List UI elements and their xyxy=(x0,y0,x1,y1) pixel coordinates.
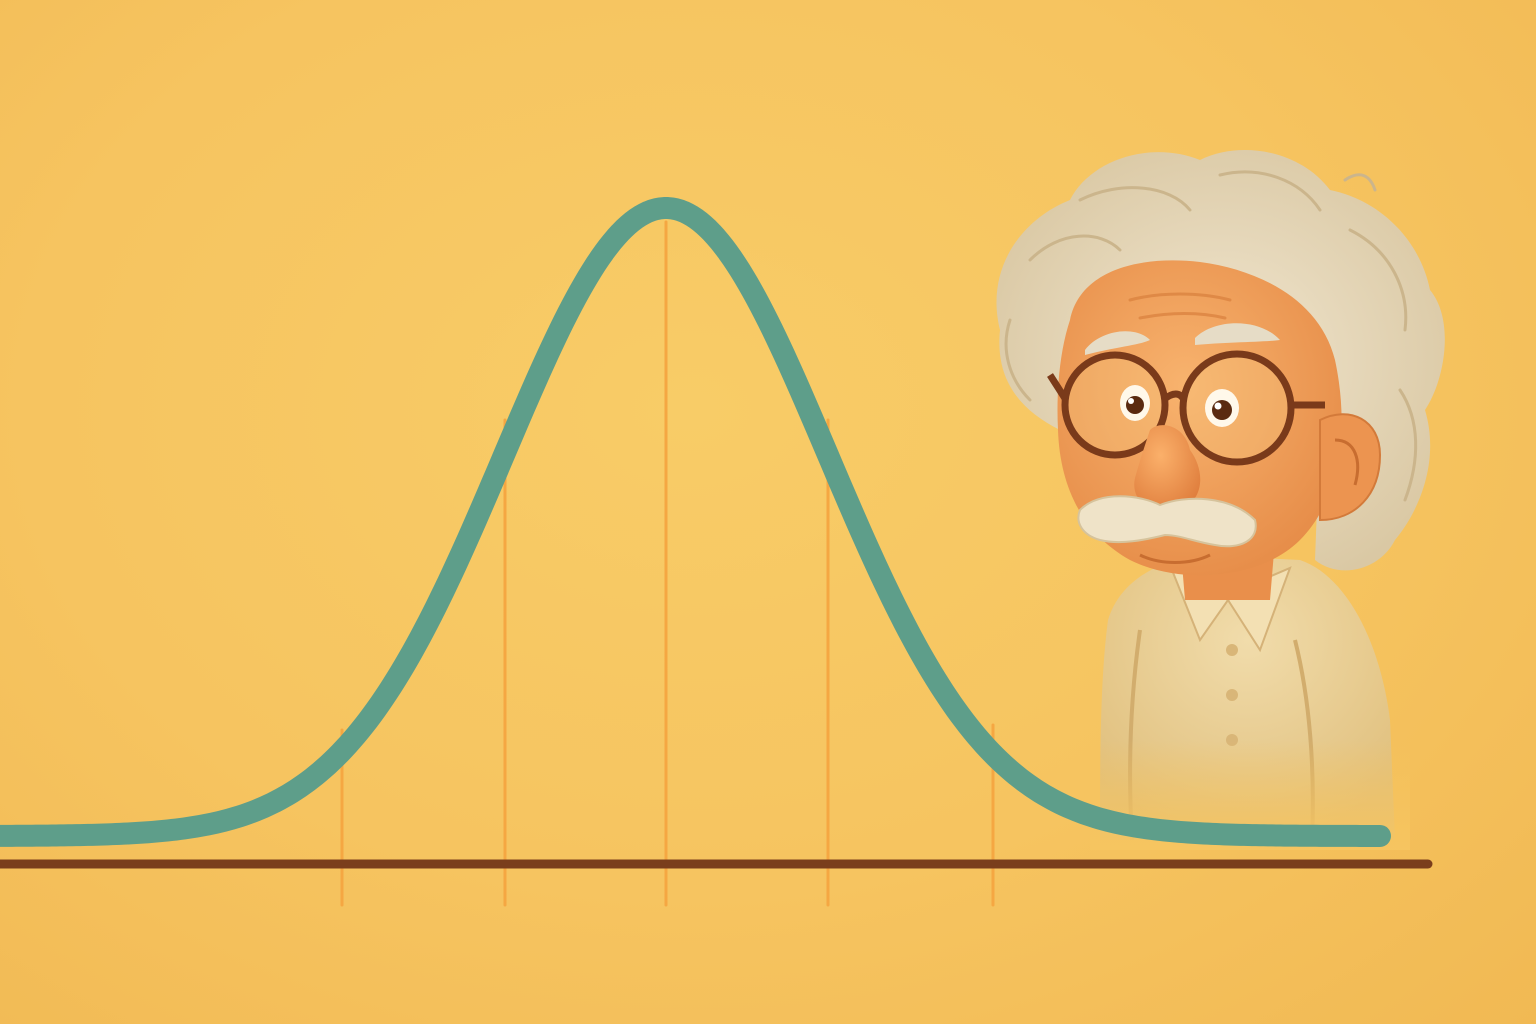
forehead-wrinkles xyxy=(1128,292,1232,320)
glasses-bridge xyxy=(1160,390,1188,403)
glasses-lens-left xyxy=(1061,351,1169,459)
ear-inner xyxy=(1334,438,1360,486)
scientist-character xyxy=(996,150,1445,850)
normal-curve xyxy=(0,197,1391,847)
mouth xyxy=(1139,553,1211,564)
eyebrow-left xyxy=(1085,331,1150,355)
mustache xyxy=(1077,495,1257,548)
hair-wisps xyxy=(1004,170,1418,502)
glasses-arm-left xyxy=(1047,373,1069,402)
sigma-lines xyxy=(340,220,995,907)
shirt-button-2 xyxy=(1226,689,1238,701)
eyes xyxy=(1120,385,1239,427)
nose xyxy=(1134,425,1201,512)
shirt-button-1 xyxy=(1226,644,1238,656)
eyebrow-right xyxy=(1195,323,1280,345)
